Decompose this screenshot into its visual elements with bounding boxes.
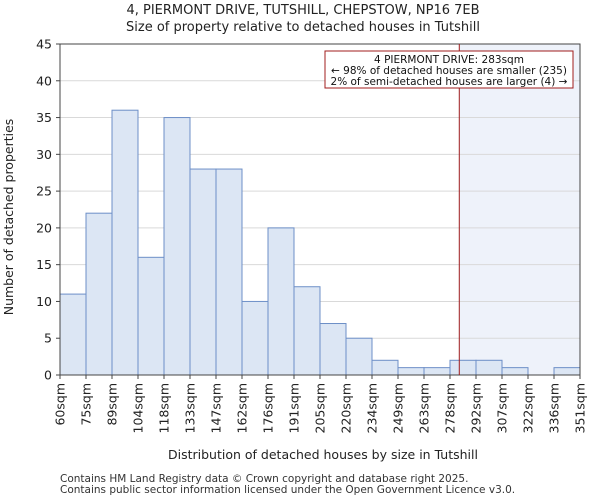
x-tick-label: 162sqm bbox=[235, 383, 250, 433]
bar bbox=[189, 168, 217, 376]
x-axis-label: Distribution of detached houses by size … bbox=[168, 447, 478, 462]
y-tick-label: 0 bbox=[44, 368, 52, 383]
x-tick-label: 60sqm bbox=[53, 383, 68, 426]
x-tick-label: 336sqm bbox=[547, 383, 562, 433]
plot-frame bbox=[59, 43, 581, 376]
bar bbox=[397, 367, 425, 376]
x-tick-label: 89sqm bbox=[105, 383, 120, 426]
bar bbox=[241, 300, 269, 376]
chart-subtitle: Size of property relative to detached ho… bbox=[126, 20, 480, 35]
x-tick-label: 307sqm bbox=[495, 383, 510, 433]
x-tick-label: 292sqm bbox=[469, 383, 484, 433]
bar bbox=[85, 212, 113, 376]
annotation-line-3: 2% of semi-detached houses are larger (4… bbox=[331, 76, 568, 88]
bar bbox=[553, 367, 581, 376]
chart-title: 4, PIERMONT DRIVE, TUTSHILL, CHEPSTOW, N… bbox=[126, 3, 479, 18]
y-tick-label: 45 bbox=[36, 37, 52, 52]
y-tick-label: 30 bbox=[36, 147, 52, 162]
y-axis-label: Number of detached properties bbox=[1, 119, 16, 316]
bar bbox=[423, 367, 451, 376]
bar bbox=[267, 227, 295, 376]
x-tick-label: 249sqm bbox=[391, 383, 406, 433]
x-tick-label: 234sqm bbox=[365, 383, 380, 433]
bar bbox=[215, 168, 243, 376]
bar bbox=[345, 337, 373, 376]
annotation-line-2: ← 98% of detached houses are smaller (23… bbox=[331, 65, 567, 77]
x-tick-label: 75sqm bbox=[79, 383, 94, 426]
bar bbox=[111, 109, 139, 376]
x-tick-label: 133sqm bbox=[183, 383, 198, 433]
x-tick-label: 176sqm bbox=[261, 383, 276, 433]
y-tick-label: 35 bbox=[36, 110, 52, 125]
bar bbox=[371, 359, 399, 376]
footer-attribution-2: Contains public sector information licen… bbox=[60, 484, 516, 496]
x-tick-label: 278sqm bbox=[443, 383, 458, 433]
bar bbox=[137, 256, 165, 376]
bar bbox=[163, 117, 191, 376]
x-tick-label: 220sqm bbox=[339, 383, 354, 433]
x-tick-label: 263sqm bbox=[417, 383, 432, 433]
y-tick-label: 15 bbox=[36, 257, 52, 272]
x-tick-label: 104sqm bbox=[131, 383, 146, 433]
bar bbox=[501, 367, 529, 376]
annotation-line-1: 4 PIERMONT DRIVE: 283sqm bbox=[374, 54, 524, 66]
footer-attribution-1: Contains HM Land Registry data © Crown c… bbox=[60, 473, 469, 485]
x-tick-label: 118sqm bbox=[157, 383, 172, 433]
bar bbox=[293, 286, 321, 376]
x-tick-label: 322sqm bbox=[521, 383, 536, 433]
x-tick-label: 191sqm bbox=[287, 383, 302, 433]
bar bbox=[449, 359, 477, 376]
y-tick-label: 40 bbox=[36, 73, 52, 88]
bar bbox=[59, 293, 87, 376]
bar bbox=[475, 359, 503, 376]
y-tick-label: 10 bbox=[36, 294, 52, 309]
y-tick-label: 5 bbox=[44, 331, 52, 346]
x-tick-label: 205sqm bbox=[313, 383, 328, 433]
y-tick-label: 25 bbox=[36, 184, 52, 199]
x-tick-label: 351sqm bbox=[573, 383, 588, 433]
x-tick-label: 147sqm bbox=[209, 383, 224, 433]
plot-area: 0 5 10 15 20 25 30 35 40 45 60sqm 75sqm 89sqm 104sqm 1… bbox=[36, 37, 587, 434]
annotation-box bbox=[324, 50, 574, 89]
highlight-region bbox=[459, 44, 580, 375]
bar bbox=[319, 323, 347, 376]
y-tick-label: 20 bbox=[36, 220, 52, 235]
